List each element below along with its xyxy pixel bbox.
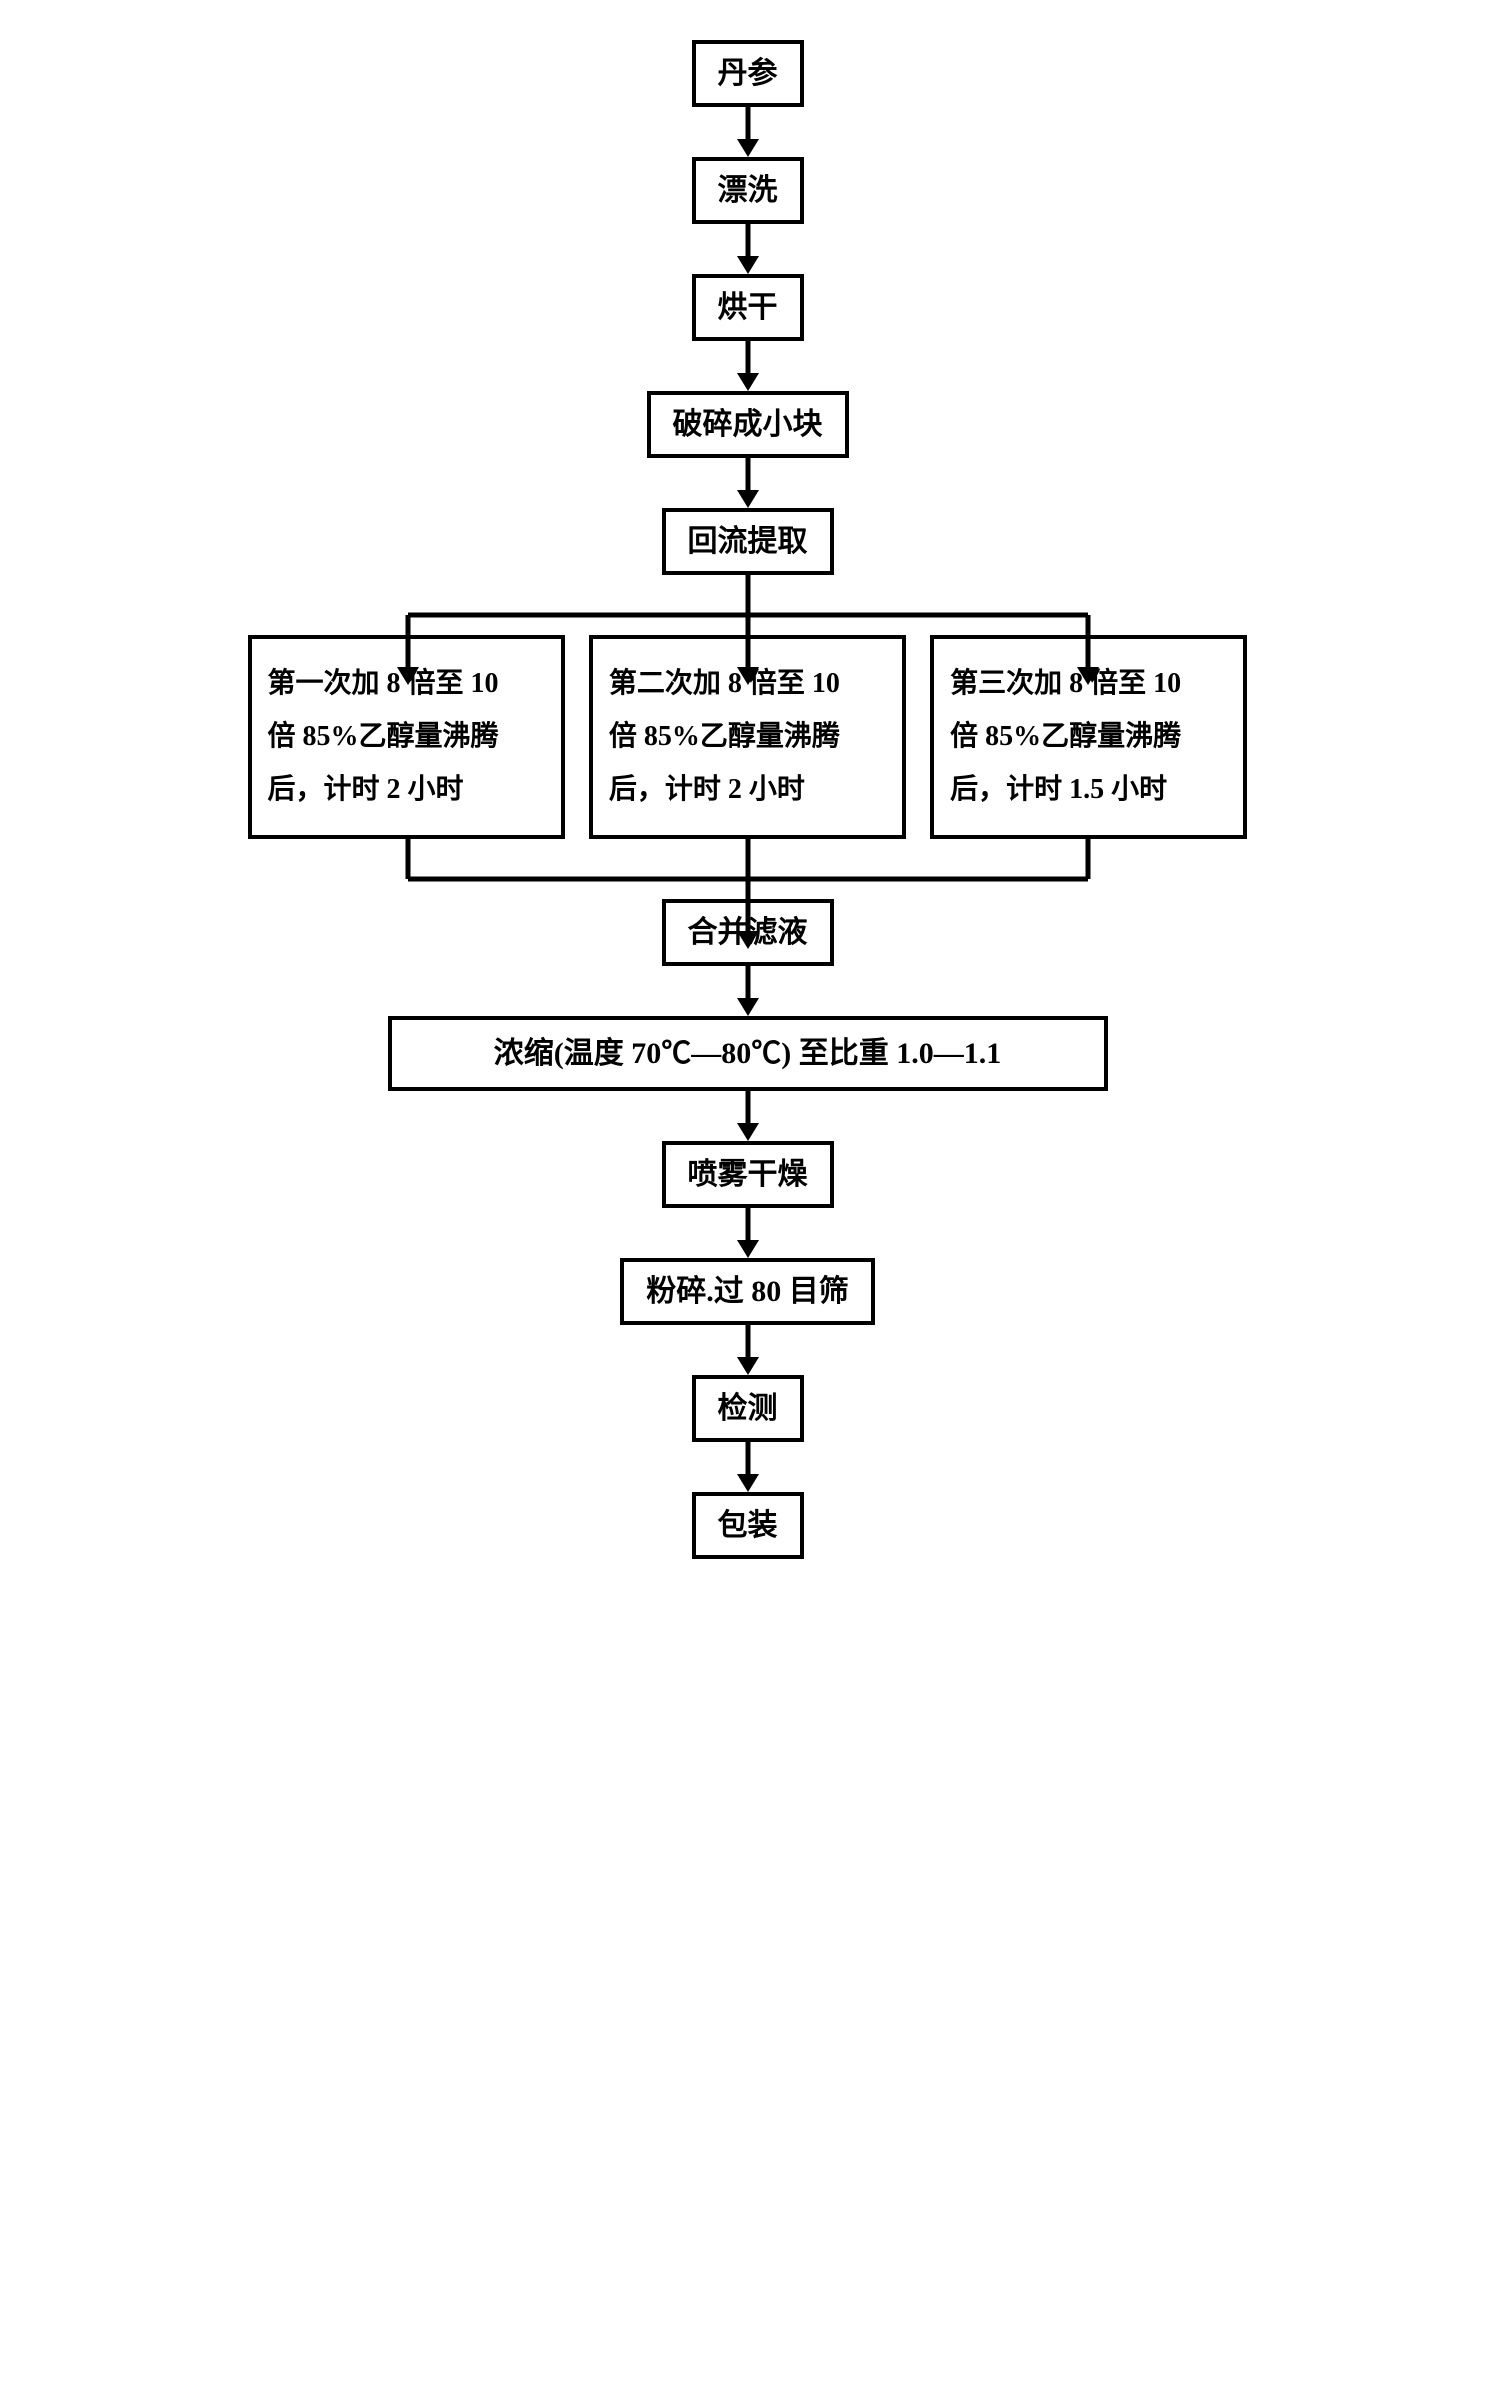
branch-line: 后，计时 2 小时 (609, 763, 886, 816)
branch-line: 后，计时 1.5 小时 (950, 763, 1227, 816)
arrow (248, 1091, 1248, 1141)
arrow (248, 1325, 1248, 1375)
arrow (248, 1208, 1248, 1258)
node-crush: 破碎成小块 (647, 391, 849, 458)
arrow (248, 224, 1248, 274)
node-rinse: 漂洗 (692, 157, 804, 224)
node-dry: 烘干 (692, 274, 804, 341)
node-reflux: 回流提取 (662, 508, 834, 575)
merge-connector (248, 839, 1248, 899)
branch-line: 倍 85%乙醇量沸腾 (609, 710, 886, 763)
branch-line: 倍 85%乙醇量沸腾 (950, 710, 1227, 763)
split-connector (248, 575, 1248, 635)
arrow (248, 458, 1248, 508)
node-danshen: 丹参 (692, 40, 804, 107)
arrow (248, 1442, 1248, 1492)
node-spray-dry: 喷雾干燥 (662, 1141, 834, 1208)
node-test: 检测 (692, 1375, 804, 1442)
node-concentrate: 浓缩(温度 70℃—80℃) 至比重 1.0—1.1 (388, 1016, 1108, 1091)
arrow (248, 966, 1248, 1016)
flowchart-container: 丹参 漂洗 烘干 破碎成小块 回流提取 第一次加 8 倍至 10 倍 85%乙醇… (248, 40, 1248, 1559)
node-package: 包装 (692, 1492, 804, 1559)
branch-line: 后，计时 2 小时 (268, 763, 545, 816)
arrow (248, 107, 1248, 157)
node-sieve: 粉碎.过 80 目筛 (620, 1258, 875, 1325)
arrow (248, 341, 1248, 391)
branch-line: 倍 85%乙醇量沸腾 (268, 710, 545, 763)
